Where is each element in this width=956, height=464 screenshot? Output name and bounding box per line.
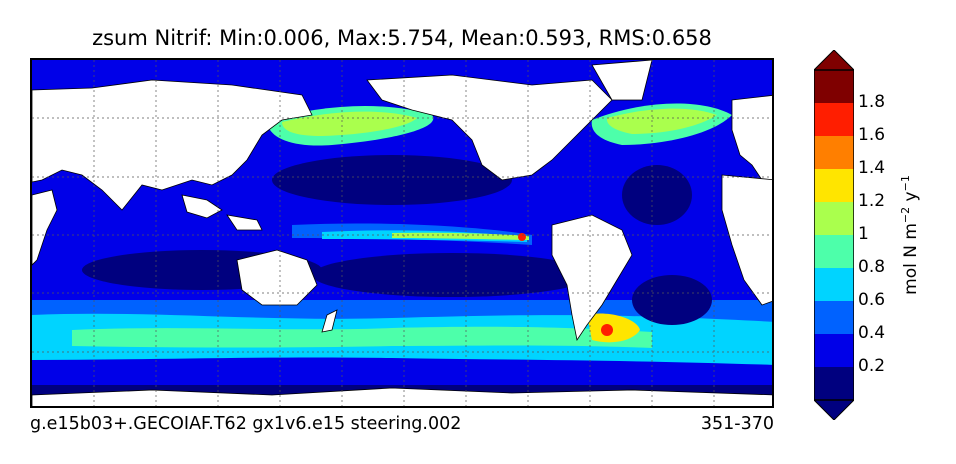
colorbar-tick-label: 0.2 <box>858 356 886 376</box>
south-atlantic-gyre <box>632 275 712 325</box>
colorbar-segment <box>814 70 854 103</box>
colorbar-segment <box>814 334 854 367</box>
north-atlantic-gyre <box>622 165 692 225</box>
colorbar-tick-label: 0.4 <box>858 323 886 343</box>
north-pacific-gyre <box>272 155 512 205</box>
colorbar-tick-label: 1.8 <box>858 92 886 112</box>
colorbar-segment <box>814 301 854 334</box>
colorbar-segments <box>814 70 854 400</box>
colorbar-tick-label: 0.8 <box>858 257 886 277</box>
colorbar-tick-label: 1.6 <box>858 125 886 145</box>
southern-ocean-band <box>72 326 652 348</box>
patagonian-shelf <box>587 313 640 343</box>
colorbar-segment <box>814 136 854 169</box>
equatorial-band <box>392 232 529 240</box>
colorbar-segment <box>814 103 854 136</box>
colorbar-segment <box>814 202 854 235</box>
colorbar-tick-label: 1 <box>858 224 869 244</box>
colorbar-segment <box>814 235 854 268</box>
graticule <box>32 60 772 406</box>
colorbar-tick-label: 0.6 <box>858 290 886 310</box>
colorbar <box>814 50 854 420</box>
upwelling-spot <box>518 233 526 241</box>
colorbar-outline <box>814 69 854 401</box>
colorbar-over-arrow <box>814 50 854 71</box>
colorbar-segment <box>814 169 854 202</box>
colorbar-segment <box>814 367 854 400</box>
period-label: 351-370 <box>700 414 774 434</box>
colorbar-segment <box>814 268 854 301</box>
north-atlantic-band <box>606 108 717 134</box>
run-label: g.e15b03+.GECOIAF.T62 gx1v6.e15 steering… <box>30 414 462 434</box>
patagonian-shelf <box>601 324 613 336</box>
colorbar-tick-label: 1.4 <box>858 158 886 178</box>
map-canvas <box>32 60 772 406</box>
colorbar-tick-label: 1.2 <box>858 191 886 211</box>
map-title: zsum Nitrif: Min:0.006, Max:5.754, Mean:… <box>92 26 712 50</box>
colorbar-under-arrow <box>814 399 854 420</box>
south-pacific-gyre <box>312 253 592 297</box>
ocean-map <box>30 58 774 408</box>
colorbar-unit-label: mol N m−2 y−1 <box>899 175 921 295</box>
land-masses <box>32 60 772 406</box>
